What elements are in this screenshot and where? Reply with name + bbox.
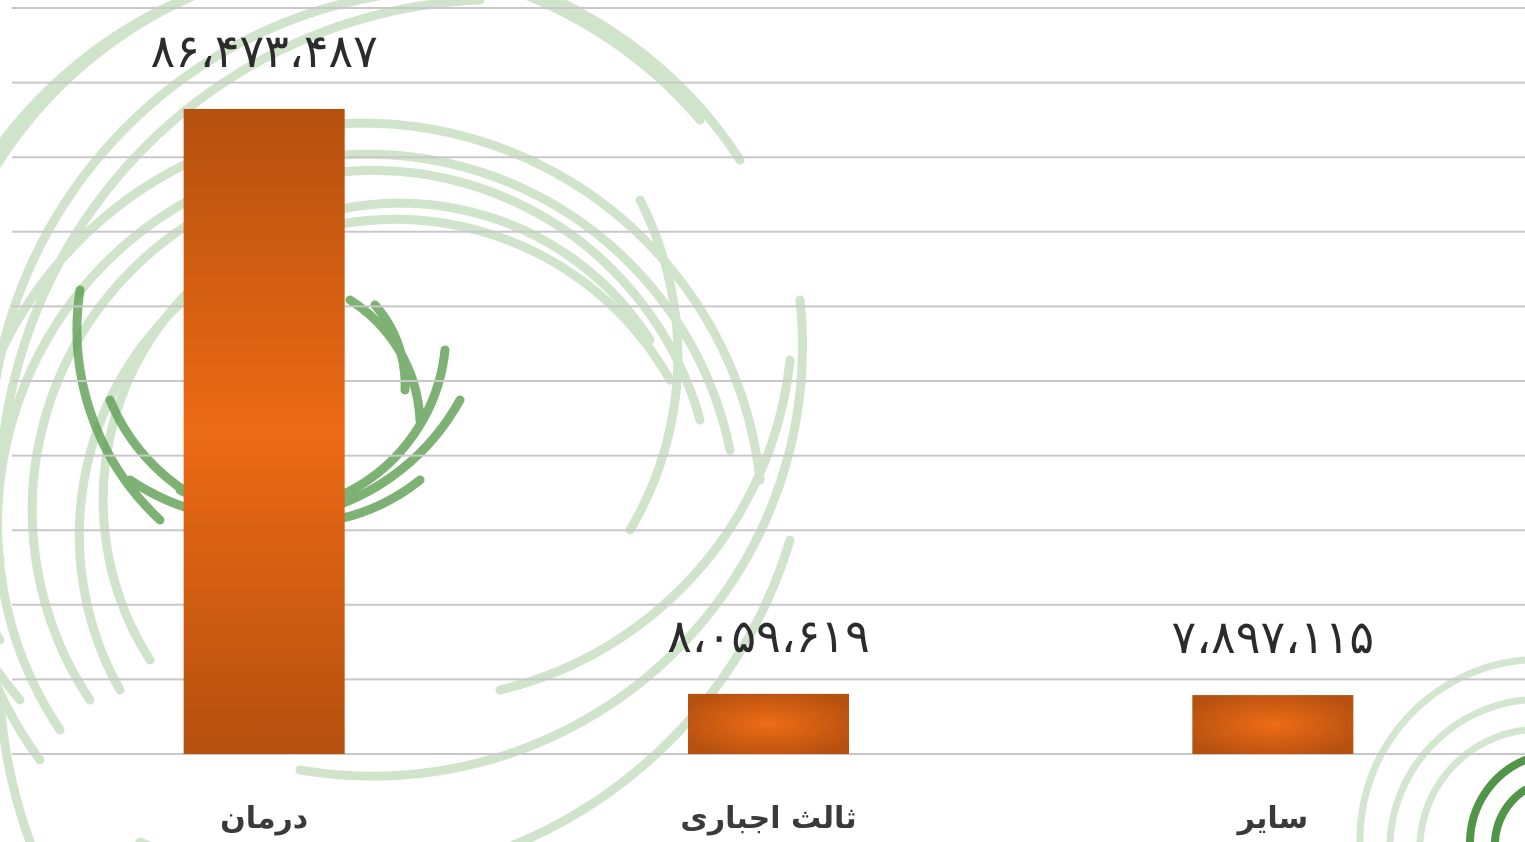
bar-2 xyxy=(1192,695,1354,754)
bar-1 xyxy=(688,693,849,754)
data-labels: ۸۶،۴۷۳،۴۸۷ ۸،۰۵۹،۶۱۹ ۷،۸۹۷،۱۱۵ xyxy=(150,24,1374,664)
bar-0 xyxy=(183,108,345,755)
category-label-2: سایر xyxy=(1235,801,1308,836)
category-label-0: درمان xyxy=(220,801,308,836)
bars xyxy=(183,108,1354,755)
data-label-0: ۸۶،۴۷۳،۴۸۷ xyxy=(150,24,377,78)
category-labels: درمان ثالث اجباری سایر xyxy=(220,801,1308,836)
data-label-2: ۷،۸۹۷،۱۱۵ xyxy=(1172,610,1375,664)
category-label-1: ثالث اجباری xyxy=(680,801,856,836)
data-label-1: ۸،۰۵۹،۶۱۹ xyxy=(667,609,870,663)
